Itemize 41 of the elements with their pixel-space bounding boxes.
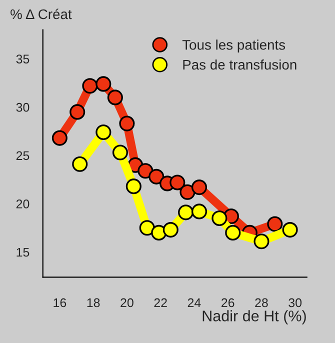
y-tick-label: 30 [16, 102, 30, 112]
y-tick-label: 35 [16, 54, 30, 64]
point [138, 163, 154, 179]
x-tick-label: 20 [120, 298, 134, 308]
x-tick-label: 24 [188, 298, 201, 308]
x-tick-label: 18 [87, 298, 100, 308]
point [148, 168, 164, 184]
x-tick-label: 30 [288, 298, 302, 308]
point [267, 216, 283, 232]
point [72, 156, 88, 172]
point [96, 124, 112, 140]
point [82, 78, 98, 94]
x-tick-label: 22 [154, 298, 167, 308]
x-axis-title: Nadir de Ht (%) [202, 310, 306, 324]
legend-label: Tous les patients [182, 40, 286, 53]
point [107, 90, 123, 106]
point [191, 204, 208, 220]
y-tick-label: 15 [16, 248, 30, 257]
point [254, 234, 270, 250]
point [225, 224, 241, 240]
point [70, 104, 86, 120]
y-tick-label: 20 [16, 200, 30, 208]
point [282, 222, 298, 238]
point [119, 116, 135, 132]
legend-label: Pas de transfusion [183, 59, 296, 70]
y-tick-label: 25 [16, 151, 30, 160]
point [180, 184, 196, 200]
x-tick-label: 28 [255, 298, 268, 308]
point [170, 174, 186, 190]
point [126, 178, 142, 194]
point [162, 222, 178, 238]
point [96, 76, 112, 92]
y-axis-title: % Δ Créat [10, 8, 72, 20]
point [191, 180, 208, 196]
point [112, 144, 128, 160]
point [212, 210, 228, 226]
point [52, 130, 68, 146]
point [139, 220, 155, 236]
point [178, 204, 194, 220]
x-tick-label: 16 [54, 298, 66, 308]
x-tick-label: 26 [222, 298, 234, 308]
